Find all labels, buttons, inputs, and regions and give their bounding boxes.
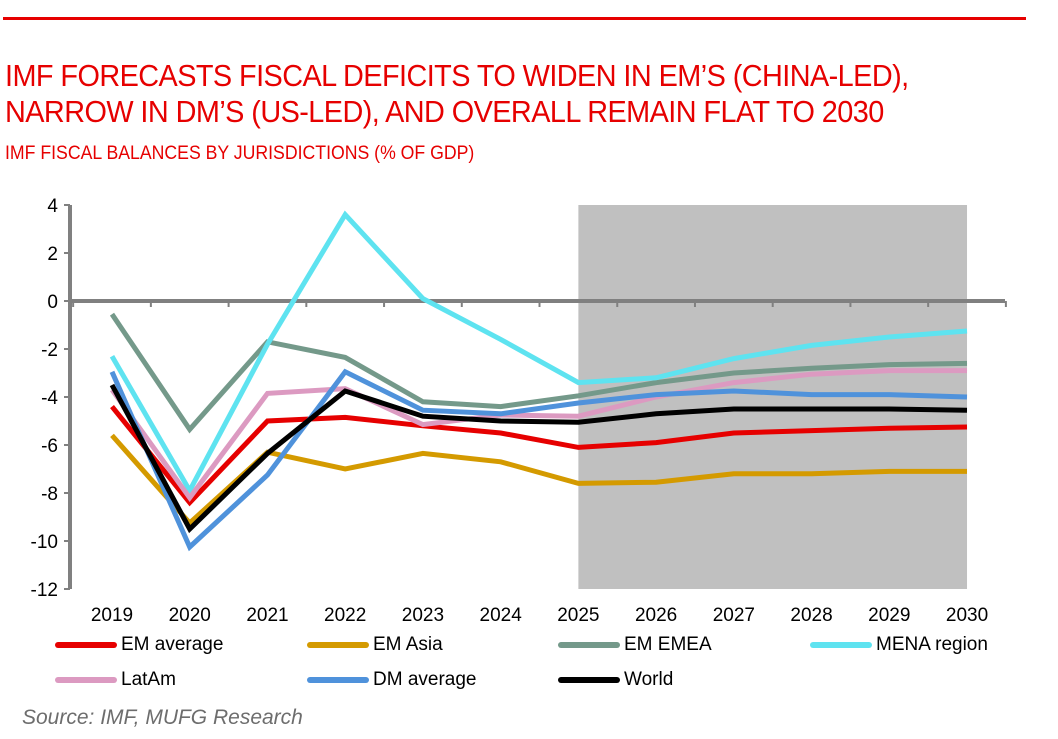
x-tick-label: 2019 <box>91 605 133 626</box>
x-tick-label: 2021 <box>246 605 288 626</box>
series-line-em-average <box>110 405 968 507</box>
legend-item-em-average: EM average <box>55 633 223 657</box>
x-tick-label: 2025 <box>557 605 599 626</box>
legend-swatch <box>307 677 369 683</box>
series-line-latam <box>109 368 967 503</box>
series-line-world <box>109 383 968 534</box>
legend-item-em-asia: EM Asia <box>307 633 443 657</box>
x-tick-label: 2022 <box>324 605 366 626</box>
legend-swatch <box>810 642 872 648</box>
y-tick-label: -6 <box>41 436 58 457</box>
header-rule <box>3 17 1026 20</box>
y-tick-label: -8 <box>41 484 58 505</box>
legend-label: MENA region <box>876 634 988 655</box>
series-line-dm-average <box>109 368 968 552</box>
y-tick-label: 0 <box>47 292 58 313</box>
legend-label: EM average <box>121 634 224 655</box>
x-tick-label: 2026 <box>635 605 677 626</box>
chart-title-line-1: IMF FORECASTS FISCAL DEFICITS TO WIDEN I… <box>5 58 909 93</box>
legend-label: EM Asia <box>373 634 443 655</box>
chart-title: IMF FORECASTS FISCAL DEFICITS TO WIDEN I… <box>5 58 909 130</box>
legend-label: DM average <box>373 669 477 690</box>
x-tick-label: 2027 <box>713 605 755 626</box>
y-tick-label: -2 <box>41 340 58 361</box>
legend-item-dm-average: DM average <box>307 668 477 692</box>
legend-swatch <box>55 677 117 683</box>
y-tick-label: -10 <box>31 532 58 553</box>
x-tick-label: 2023 <box>402 605 444 626</box>
x-tick-label: 2024 <box>480 605 523 626</box>
legend-item-mena-region: MENA region <box>810 633 988 657</box>
x-tick-label: 2020 <box>169 605 211 626</box>
y-tick-label: 4 <box>47 196 58 217</box>
legend-label: LatAm <box>121 669 176 690</box>
source-note: Source: IMF, MUFG Research <box>22 706 303 729</box>
x-tick-label: 2028 <box>790 605 832 626</box>
legend-swatch <box>307 642 369 648</box>
legend-label: EM EMEA <box>624 634 712 655</box>
legend-swatch <box>558 677 620 683</box>
legend-swatch <box>55 642 117 648</box>
x-tick-label: 2029 <box>868 605 910 626</box>
legend-label: World <box>624 669 674 690</box>
legend-item-world: World <box>558 668 673 692</box>
series-line-em-emea <box>109 312 968 434</box>
y-tick-label: -12 <box>31 580 58 601</box>
legend-item-em-emea: EM EMEA <box>558 633 712 657</box>
series-line-mena-region <box>109 210 968 496</box>
legend-swatch <box>558 642 620 648</box>
chart-subtitle: IMF FISCAL BALANCES BY JURISDICTIONS (% … <box>5 143 475 164</box>
x-tick-label: 2030 <box>946 605 988 626</box>
y-tick-label: -4 <box>41 388 58 409</box>
chart-title-line-2: NARROW IN DM’S (US-LED), AND OVERALL REM… <box>5 94 884 129</box>
y-tick-label: 2 <box>47 244 58 265</box>
legend-item-latam: LatAm <box>55 668 176 692</box>
